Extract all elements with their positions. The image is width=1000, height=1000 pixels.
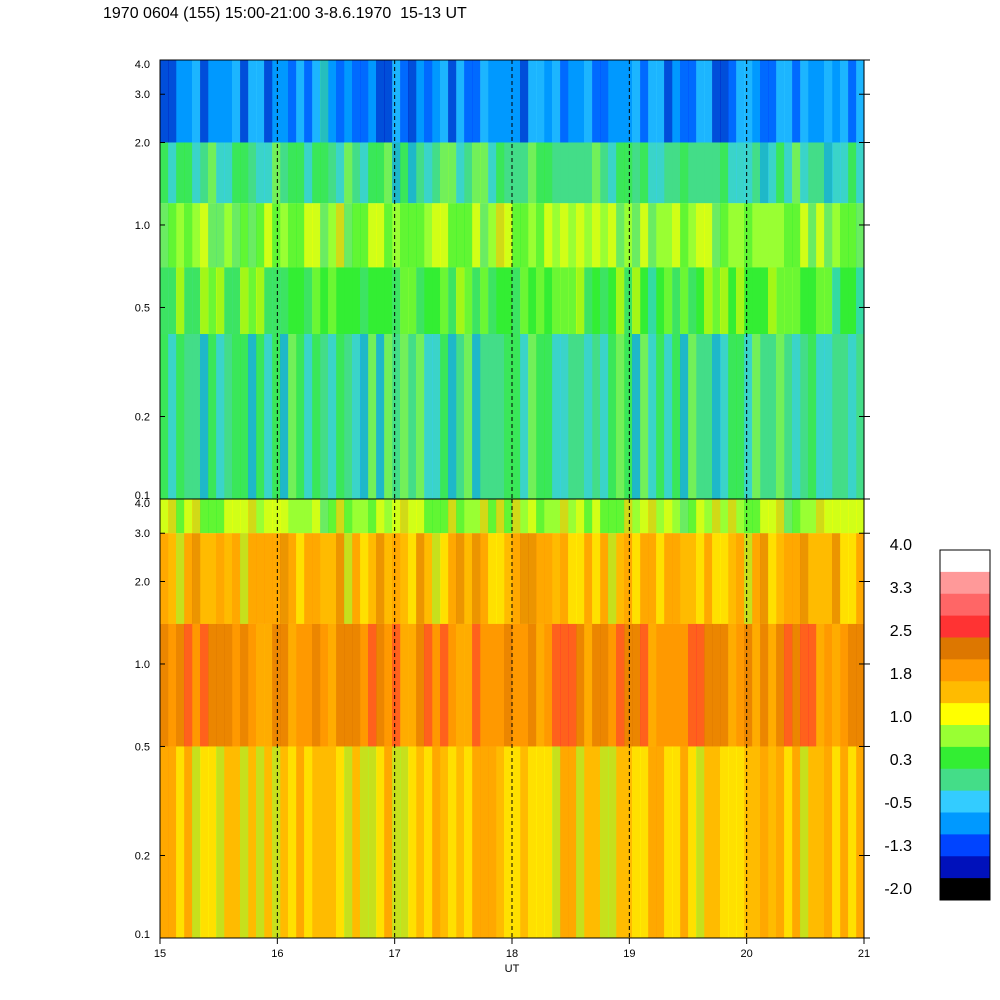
colorbar-swatch-14 [940,856,990,879]
ytick-label-top-6: 0.1 [135,490,150,502]
colorbar-swatch-1 [940,571,990,595]
xtick-label-5: 20 [741,948,753,960]
colorbar-swatch-13 [940,834,990,857]
ytick-label-bottom-6: 0.1 [135,929,150,941]
colorbar-swatch-0 [940,550,990,573]
ytick-label-top-2: 2.0 [135,137,150,149]
colorbar-label-5: 0.3 [890,752,912,769]
colorbar-label-8: -2.0 [884,881,912,898]
ytick-label-bottom-2: 2.0 [135,576,150,588]
colorbar-swatch-6 [940,681,990,704]
colorbar-label-2: 2.5 [890,623,912,640]
colorbar-swatch-3 [940,615,990,638]
xtick-label-1: 16 [271,948,283,960]
colorbar-swatch-15 [940,878,990,901]
colorbar-labels: 4.0 3.3 2.5 1.8 1.0 0.3 -0.5 -1.3 -2.0 [884,537,912,898]
heatmap-band-top-0 [160,60,865,143]
xtick-label-0: 15 [154,948,166,960]
ytick-label-top-5: 0.2 [135,412,150,424]
ytick-label-bottom-1: 3.0 [135,528,150,540]
xtick-label-2: 17 [389,948,401,960]
panel-top-gridlines [276,60,748,499]
ytick-label-top-0: 4.0 [135,59,150,71]
plot-title: 1970 0604 (155) 15:00-21:00 3-8.6.1970 1… [103,5,467,22]
ytick-label-bottom-3: 1.0 [135,659,150,671]
colorbar-label-4: 1.0 [890,709,912,726]
ytick-label-bottom-0: 4.0 [135,498,150,510]
panel-bottom-y-axis: 4.0 3.0 2.0 1.0 0.5 0.2 0.1 [135,498,870,941]
colorbar-swatches [940,550,990,901]
xtick-label-4: 19 [623,948,635,960]
colorbar-swatch-2 [940,593,990,617]
panel-bottom-gridlines [276,499,748,938]
colorbar-swatch-11 [940,790,990,813]
colorbar: 4.0 3.3 2.5 1.8 1.0 0.3 -0.5 -1.3 -2.0 [884,537,991,901]
ytick-label-bottom-4: 0.5 [135,741,150,753]
colorbar-swatch-9 [940,746,990,770]
colorbar-label-1: 3.3 [890,580,912,597]
colorbar-swatch-5 [940,659,990,682]
x-axis: UT 15 16 17 18 19 20 21 [154,938,870,975]
colorbar-label-3: 1.8 [890,666,912,683]
colorbar-frame [939,549,991,901]
ytick-label-top-3: 1.0 [135,220,150,232]
x-axis-label: UT [505,963,520,975]
ytick-label-bottom-5: 0.2 [135,851,150,863]
colorbar-label-6: -0.5 [884,795,912,812]
ytick-label-top-1: 3.0 [135,89,150,101]
colorbar-swatch-8 [940,725,990,748]
colorbar-label-0: 4.0 [890,537,912,554]
colorbar-swatch-4 [940,637,990,660]
colorbar-swatch-7 [940,703,990,726]
xtick-label-3: 18 [506,948,518,960]
colorbar-swatch-12 [940,812,990,835]
colorbar-label-7: -1.3 [884,838,912,855]
panel-bottom: 4.0 3.0 2.0 1.0 0.5 0.2 0.1 [135,498,870,941]
panel-top-y-axis: 4.0 3.0 2.0 1.0 0.5 0.2 0.1 [135,59,870,502]
colorbar-swatch-10 [940,768,990,792]
xtick-label-6: 21 [858,948,870,960]
panel-top: 4.0 3.0 2.0 1.0 0.5 0.2 0.1 [135,59,870,502]
ytick-label-top-4: 0.5 [135,302,150,314]
